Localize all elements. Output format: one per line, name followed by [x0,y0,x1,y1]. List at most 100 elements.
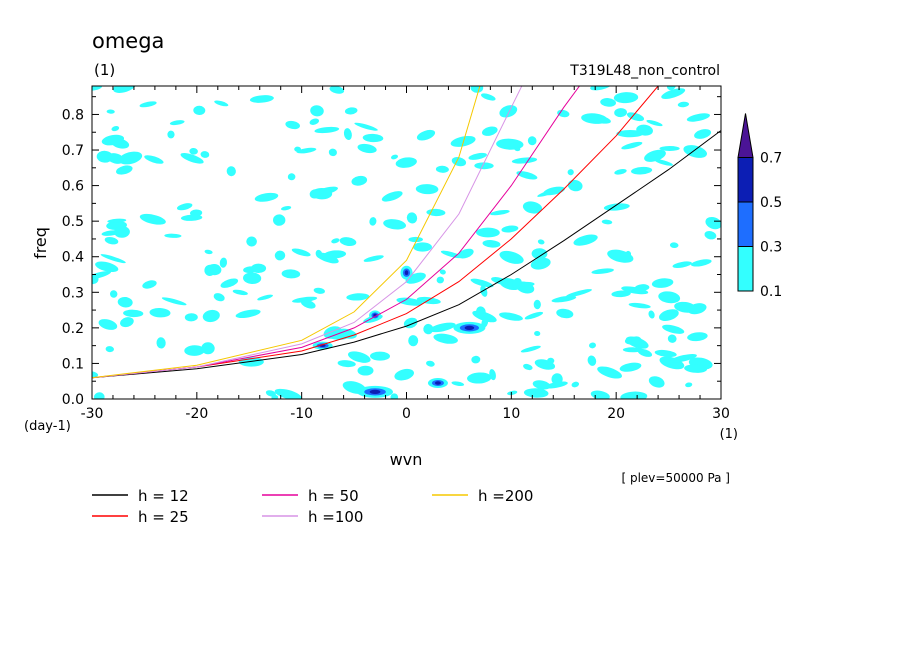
colorbar-segment [737,246,754,292]
colorbar-label: 0.5 [760,195,782,211]
shade-blob [213,293,225,302]
shade-blob [339,237,357,247]
shade-blob [107,153,125,164]
y-axis-label: freq [31,227,50,259]
shade-blob [516,171,538,180]
shade-blob [621,141,643,150]
shade-blob [686,113,710,122]
shade-blob [139,213,166,225]
shade-blob [499,250,524,264]
shade-blob [499,105,518,118]
shade-blob [176,203,193,211]
x-tick-label: -30 [81,406,104,422]
shade-blob [600,98,616,107]
shade-blob [557,109,570,118]
shade-blob [533,299,541,310]
shade-blob [139,101,157,108]
shade-blob [532,380,551,390]
shade-feature-peak [464,325,475,330]
shade-blob [476,306,486,318]
shade-blob [674,301,697,313]
shade-blob [537,239,545,245]
shade-blob [571,381,580,388]
shade-blob [280,205,292,211]
shade-blob [116,165,133,175]
x-units-label: (1) [720,427,738,442]
series-line-1 [92,130,721,379]
shade-blob [265,390,276,397]
colorbar-label: 0.7 [760,151,782,167]
shade-blob [661,88,686,99]
shade-blob [328,148,337,157]
legend-label-1: h = 12 [138,487,189,505]
shade-blob [705,216,721,230]
shade-blob [92,271,111,280]
shade-blob [394,368,414,381]
shade-blob [694,129,712,139]
shade-blob [433,333,458,344]
shade-blob [406,212,418,224]
shade-blob [123,309,144,318]
colorbar-segment [737,157,754,203]
shade-blob [184,345,205,356]
shade-blob [507,390,518,396]
shade-blob [109,290,118,298]
shade-blob [514,146,521,152]
shade-blob [481,93,496,101]
shade-blob [501,225,519,233]
x-tick-label: 0 [402,406,411,422]
shade-blob [104,236,119,245]
series-line-5 [92,86,481,379]
shade-blob [296,147,317,154]
shade-blob [369,217,377,226]
shade-blob [585,113,611,124]
shade-blob [631,166,653,175]
shade-feature-peak [404,270,409,276]
shade-blob [520,345,541,353]
shade-blob [601,219,613,225]
shade-blob [522,201,543,214]
shade-blob [667,334,677,343]
shade-blob [357,143,377,154]
shade-blob [622,347,643,353]
shade-blob [704,230,717,240]
shade-blob [370,351,390,361]
shade-blob [439,269,446,275]
legend-label-2: h = 25 [138,508,189,526]
shade-blob [423,323,434,335]
shade-blob [636,124,653,136]
shade-blob [467,372,492,384]
shade-blob [309,118,320,125]
shade-blob [590,390,610,399]
shade-blob [573,234,598,246]
shade-blob [591,268,614,275]
shade-blob [613,92,639,104]
x-tick-label: -10 [290,406,313,422]
shade-blob [220,278,239,288]
shade-blob [105,346,114,353]
shade-blob [524,311,544,320]
colorbar-segment [737,201,754,247]
colorbar: 0.1 0.3 0.5 0.7 [737,113,782,300]
shade-blob [337,360,356,368]
shade-blob [631,336,642,345]
shade-blob [551,373,563,385]
shade-blob [243,272,262,285]
shade-blob [257,294,273,301]
shade-blob [648,376,665,388]
shade-blob [607,249,634,263]
chart-title: omega [92,29,164,53]
y-tick-label: 0.2 [62,321,84,337]
shade-blob [646,120,663,127]
shade-blob [184,313,198,322]
shade-blob [281,269,301,279]
shade-feature-peak [434,381,441,385]
shade-blob [346,293,370,301]
shade-blob [180,153,204,164]
series-line-3 [92,86,580,379]
shade-blob [117,296,133,308]
shade-blob [310,105,324,117]
series-line-2 [92,86,659,379]
shade-blob [92,86,102,91]
